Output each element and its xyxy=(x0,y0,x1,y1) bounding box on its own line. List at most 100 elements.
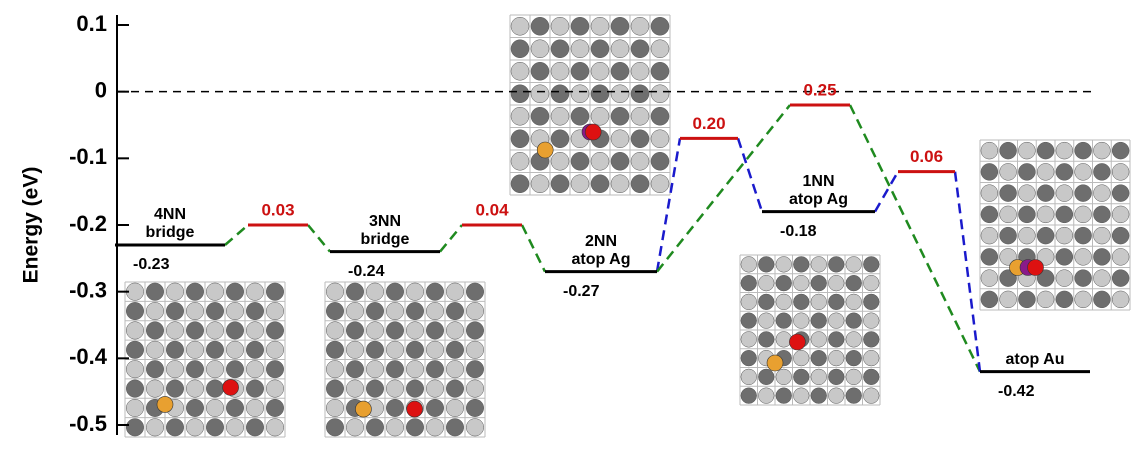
atom xyxy=(1074,290,1092,309)
atom xyxy=(590,174,610,193)
y-tick-label: -0.3 xyxy=(69,277,107,302)
atom xyxy=(980,141,999,160)
atom xyxy=(828,387,845,404)
atom xyxy=(810,368,827,385)
atom xyxy=(446,398,464,417)
atom xyxy=(863,368,880,385)
adatom xyxy=(222,379,239,396)
atom xyxy=(386,360,404,379)
atom xyxy=(828,293,845,310)
atom xyxy=(740,331,757,348)
atom xyxy=(590,17,610,36)
atom xyxy=(406,340,424,359)
lattice-image xyxy=(124,281,286,438)
level-name: atop Au xyxy=(1006,351,1065,368)
atom xyxy=(1093,269,1111,287)
atom xyxy=(406,418,424,437)
atom xyxy=(590,107,610,126)
atom xyxy=(1055,226,1074,245)
atom xyxy=(775,387,792,404)
atom xyxy=(1018,226,1036,245)
atom xyxy=(186,360,204,379)
level-name: 4NN xyxy=(154,206,186,223)
atom xyxy=(266,398,284,417)
atom xyxy=(999,163,1017,181)
atom xyxy=(510,107,530,126)
atom xyxy=(446,282,464,301)
atom xyxy=(186,340,204,359)
atom xyxy=(186,302,204,321)
barrier-label: 0.25 xyxy=(803,80,836,99)
atom xyxy=(406,379,424,398)
atom xyxy=(758,275,775,292)
atom xyxy=(446,321,464,340)
atom xyxy=(1111,141,1130,160)
atom xyxy=(610,62,630,81)
atom xyxy=(226,321,244,340)
atom xyxy=(426,360,444,379)
atom xyxy=(166,360,184,379)
atom xyxy=(810,293,827,310)
level-name: bridge xyxy=(361,231,410,248)
atom xyxy=(863,312,880,329)
atom xyxy=(845,312,862,329)
atom xyxy=(530,107,550,126)
adatom xyxy=(1027,259,1044,276)
atom xyxy=(845,350,862,367)
atom xyxy=(406,360,424,379)
lattice-image xyxy=(324,281,486,438)
atom xyxy=(510,174,530,193)
atom xyxy=(246,418,264,437)
atom xyxy=(1018,205,1036,224)
atom xyxy=(126,340,144,359)
atom xyxy=(630,62,650,81)
atom xyxy=(446,360,464,379)
atom xyxy=(810,331,827,348)
atom xyxy=(166,340,184,359)
atom xyxy=(406,321,424,340)
atom xyxy=(758,256,775,273)
atom xyxy=(863,275,880,292)
atom xyxy=(845,368,862,385)
barrier-label: 0.03 xyxy=(261,200,294,219)
atom xyxy=(530,174,550,193)
atom xyxy=(810,275,827,292)
atom xyxy=(366,418,384,437)
atom xyxy=(446,340,464,359)
atom xyxy=(630,17,650,36)
atom xyxy=(366,379,384,398)
atom xyxy=(1036,205,1055,224)
atom xyxy=(126,418,144,437)
atom xyxy=(446,379,464,398)
atom xyxy=(810,256,827,273)
atom xyxy=(386,379,404,398)
atom xyxy=(550,17,570,36)
atom xyxy=(980,226,999,245)
y-tick-label: -0.1 xyxy=(69,144,107,169)
atom xyxy=(126,360,144,379)
atom xyxy=(1093,141,1111,160)
atom xyxy=(650,17,670,36)
barrier-label: 0.04 xyxy=(475,200,509,219)
atom xyxy=(1018,290,1036,309)
atom xyxy=(1074,141,1092,160)
atom xyxy=(406,282,424,301)
level-value: -0.42 xyxy=(998,383,1035,400)
atom xyxy=(863,331,880,348)
atom xyxy=(510,39,530,58)
atom xyxy=(510,84,530,103)
atom xyxy=(570,107,590,126)
atom xyxy=(590,152,610,171)
atom xyxy=(610,17,630,36)
atom xyxy=(650,129,670,148)
atom xyxy=(650,174,670,193)
atom xyxy=(828,256,845,273)
atom xyxy=(326,302,344,321)
atom xyxy=(206,282,224,301)
atom xyxy=(1055,184,1074,202)
atom xyxy=(146,360,164,379)
atom xyxy=(246,398,264,417)
atom xyxy=(246,282,264,301)
atom xyxy=(610,129,630,148)
atom xyxy=(570,152,590,171)
